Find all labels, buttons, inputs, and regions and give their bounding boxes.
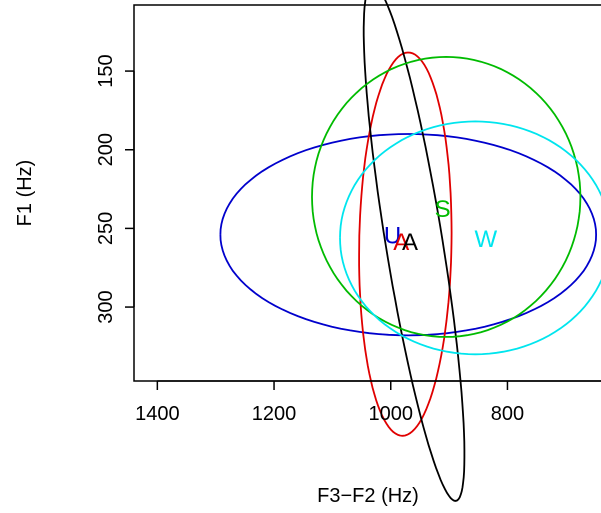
y-axis: 150 200 250 300 (95, 54, 135, 324)
y-axis-title: F1 (Hz) (14, 160, 36, 227)
centroid-label-u-0: U (384, 223, 401, 250)
ellipse-s-3 (311, 55, 582, 338)
y-tick-label: 150 (95, 54, 117, 87)
x-tick-label: 1400 (135, 403, 180, 425)
ellipse-a-2 (362, 0, 466, 502)
x-tick-label: 1000 (368, 403, 413, 425)
x-axis: 140012001000800600 (135, 380, 601, 425)
x-tick-label: 800 (491, 403, 524, 425)
y-tick-label: 250 (95, 212, 117, 245)
ellipse-u-0 (219, 133, 598, 337)
y-tick-label: 200 (95, 133, 117, 166)
centroid-label-a-1: A (393, 229, 409, 256)
x-axis-title: F3−F2 (Hz) (317, 485, 419, 507)
ellipse-w-4 (339, 120, 601, 356)
centroid-label-a-2: A (402, 229, 418, 256)
plot-frame (133, 4, 601, 382)
ellipses-layer (219, 0, 601, 502)
centroid-label-w-4: W (475, 226, 498, 253)
centroid-label-s-3: S (435, 196, 451, 223)
x-tick-label: 1200 (252, 403, 297, 425)
ellipse-a-1 (358, 51, 453, 437)
y-tick-label: 300 (95, 290, 117, 323)
